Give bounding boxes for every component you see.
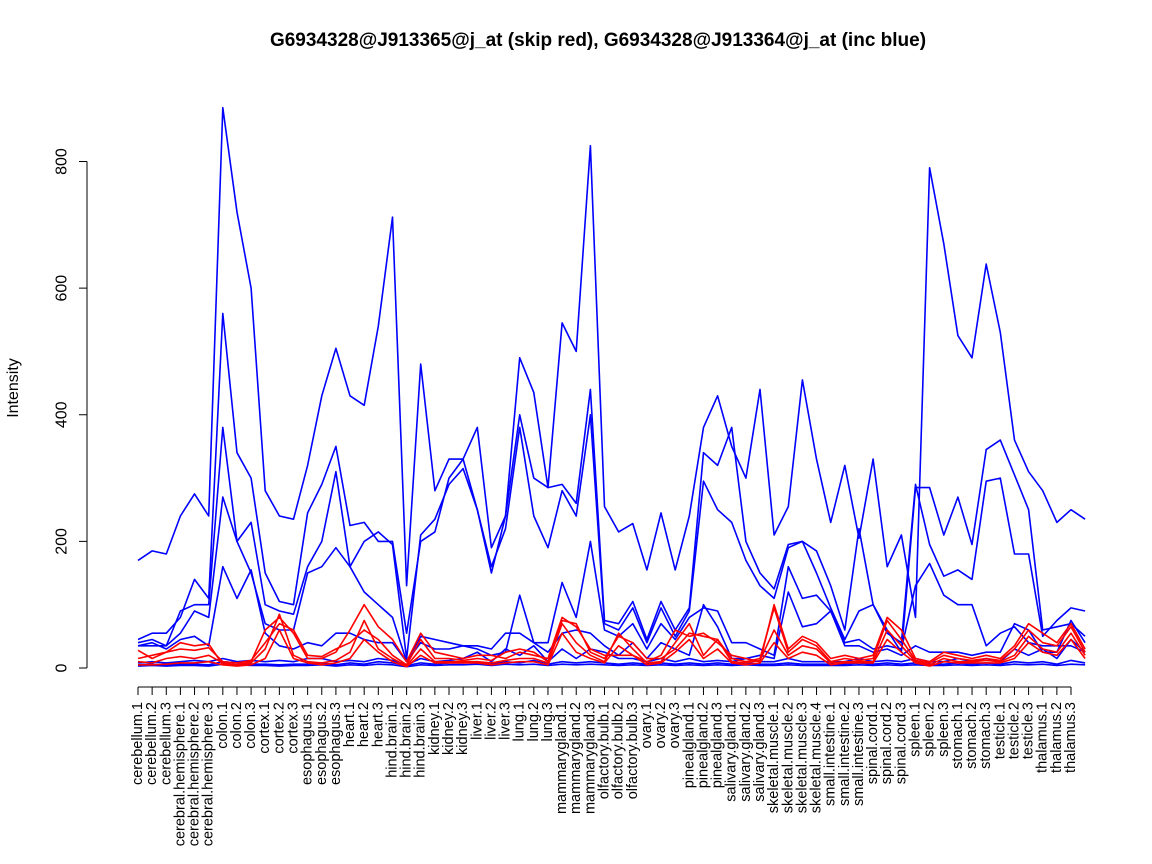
series-line-blue-1 [137, 106, 1086, 619]
x-tick-label: thalamus.2 [1049, 702, 1065, 773]
x-tick-label: thalamus.1 [1035, 702, 1051, 773]
x-tick-label: liver.2 [483, 702, 499, 740]
x-tick-label: heart.3 [370, 702, 386, 747]
x-tick-label: skeletal.muscle.2 [780, 702, 796, 813]
y-tick-label: 200 [54, 528, 71, 555]
x-tick-label: cerebellum.2 [144, 702, 160, 785]
x-tick-label: salivary.gland.1 [724, 702, 740, 802]
x-tick-label: pinealgland.2 [695, 702, 711, 788]
x-tick-label: heart.1 [342, 702, 358, 747]
x-tick-label: lung.3 [540, 702, 556, 742]
x-tick-label: testicle.3 [1021, 702, 1037, 759]
x-tick-label: skeletal.muscle.4 [809, 702, 825, 813]
x-tick-label: esophagus.3 [328, 702, 344, 785]
x-tick-label: liver.3 [498, 702, 514, 740]
series-line-blue-4 [138, 496, 1086, 663]
x-tick-label: cerebral.hemisphere.2 [187, 702, 203, 846]
x-tick-label: kidney.2 [441, 702, 457, 755]
x-tick-label: stomach.1 [950, 702, 966, 769]
x-tick-label: testicle.2 [1006, 702, 1022, 759]
x-tick-label: hind.brain.2 [399, 702, 415, 778]
chart-title: G6934328@J913365@j_at (skip red), G69343… [269, 30, 927, 51]
x-tick-label: olfactory.bulb.1 [597, 702, 613, 799]
x-tick-label: heart.2 [356, 702, 372, 747]
x-tick-label: cortex.1 [257, 702, 273, 754]
x-tick-label: cerebral.hemisphere.3 [201, 702, 217, 846]
series-layer [137, 106, 1086, 668]
x-tick-label: testicle.1 [992, 702, 1008, 759]
x-tick-label: ovary.2 [653, 702, 669, 748]
x-tick-label: spinal.cord.1 [865, 702, 881, 784]
x-tick-label: cerebellum.3 [158, 702, 174, 785]
y-tick-label: 600 [54, 275, 71, 302]
y-tick-label: 400 [54, 401, 71, 428]
x-tick-label: spinal.cord.2 [879, 702, 895, 784]
x-tick-label: olfactory.bulb.2 [611, 702, 627, 799]
y-axis: 0 200 400 600 800 [54, 148, 88, 672]
x-tick-label: small.intestine.2 [837, 702, 853, 806]
x-tick-label: small.intestine.1 [823, 702, 839, 806]
x-axis: cerebellum.1cerebellum.2cerebellum.3cere… [130, 686, 1079, 846]
x-tick-label: cortex.2 [271, 702, 287, 754]
y-axis-title: Intensity [5, 358, 22, 418]
y-tick-label: 800 [54, 148, 71, 175]
x-tick-label: thalamus.3 [1063, 702, 1079, 773]
x-tick-label: spleen.3 [936, 702, 952, 757]
x-tick-label: spleen.1 [908, 702, 924, 757]
x-tick-label: lung.1 [512, 702, 528, 742]
x-tick-label: spleen.2 [922, 702, 938, 757]
series-line-red-12 [138, 629, 1086, 668]
x-tick-label: mammarygland.2 [568, 702, 584, 814]
series-line-blue-2 [137, 312, 1086, 654]
series-line-red-11 [137, 613, 1086, 667]
x-tick-label: hind.brain.3 [413, 702, 429, 778]
x-tick-label: ovary.3 [667, 702, 683, 748]
x-tick-label: olfactory.bulb.3 [625, 702, 641, 799]
x-tick-label: esophagus.2 [314, 702, 330, 785]
x-tick-label: liver.1 [469, 702, 485, 740]
x-tick-label: mammarygland.1 [554, 702, 570, 814]
x-tick-label: pinealgland.3 [710, 702, 726, 788]
x-tick-label: pinealgland.1 [681, 702, 697, 788]
x-tick-label: kidney.1 [427, 702, 443, 755]
x-tick-label: cerebral.hemisphere.1 [172, 702, 188, 846]
x-tick-label: lung.2 [526, 702, 542, 742]
series-line-blue-3 [137, 413, 1086, 660]
x-tick-label: esophagus.1 [300, 702, 316, 785]
x-tick-label: spinal.cord.3 [893, 702, 909, 784]
y-tick-label: 0 [54, 663, 71, 672]
x-tick-label: ovary.1 [639, 702, 655, 748]
x-tick-label: stomach.3 [978, 702, 994, 769]
x-tick-label: colon.2 [229, 702, 245, 749]
x-tick-label: colon.1 [215, 702, 231, 749]
x-tick-label: colon.3 [243, 702, 259, 749]
x-tick-label: stomach.2 [964, 702, 980, 769]
x-tick-label: mammarygland.3 [582, 702, 598, 814]
x-tick-label: skeletal.muscle.3 [794, 702, 810, 813]
x-tick-label: cortex.3 [286, 702, 302, 754]
x-tick-label: salivary.gland.2 [738, 702, 754, 802]
x-tick-label: kidney.3 [455, 702, 471, 755]
x-tick-label: skeletal.muscle.1 [766, 702, 782, 813]
x-tick-label: hind.brain.1 [384, 702, 400, 778]
series-line-blue-5 [137, 565, 1086, 663]
x-tick-label: salivary.gland.3 [752, 702, 768, 802]
x-tick-label: cerebellum.1 [130, 702, 146, 785]
x-tick-label: small.intestine.3 [851, 702, 867, 806]
